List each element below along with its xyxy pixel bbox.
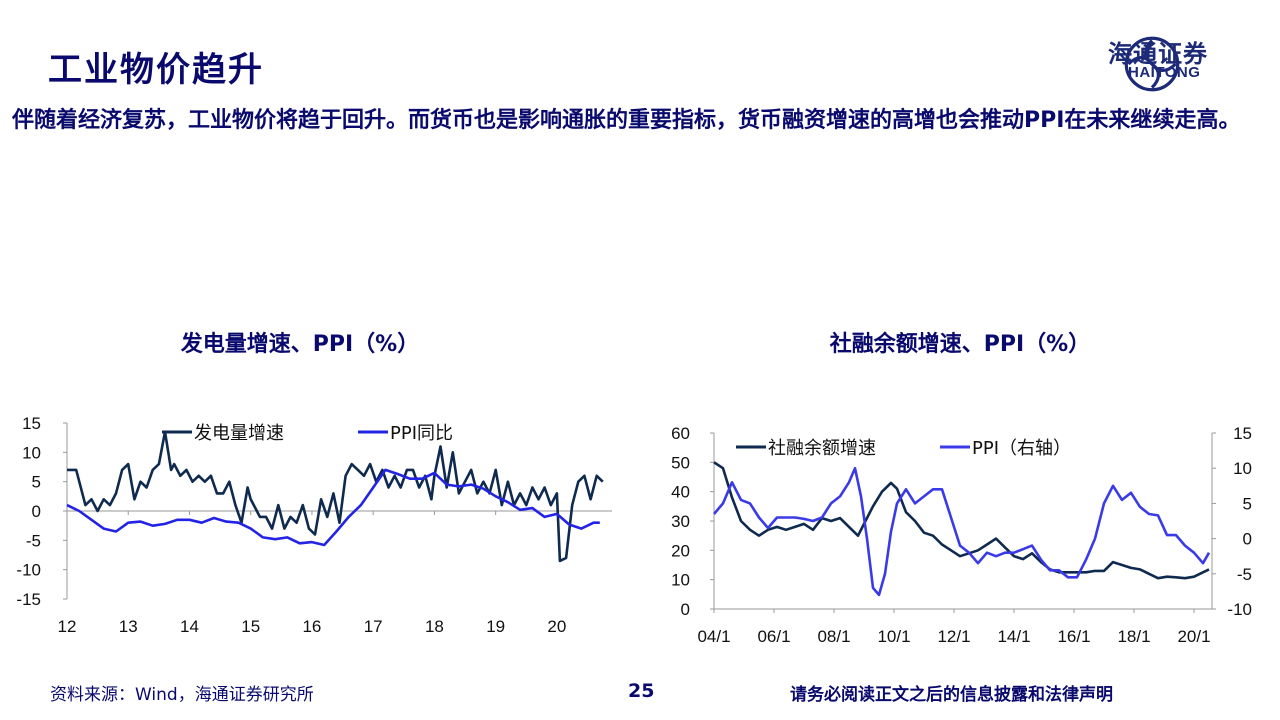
chart1-x-tick-label: 18 — [425, 617, 444, 636]
chart2-x-tick-label: 16/1 — [1057, 627, 1090, 646]
logo-cn: 海通证券 — [1108, 39, 1208, 68]
chart1-x-tick-label: 20 — [547, 617, 566, 636]
chart2-y2-tick-label: 5 — [1243, 494, 1252, 513]
chart1-series-line-1 — [67, 430, 604, 563]
chart1-legend-label: 发电量增速 — [194, 423, 284, 444]
chart2-y2-tick-label: 10 — [1233, 459, 1252, 478]
chart1-x-tick-label: 13 — [119, 617, 138, 636]
chart1-x-tick-label: 16 — [302, 617, 321, 636]
chart2-x-tick-label: 12/1 — [937, 627, 970, 646]
chart1-x-tick-label: 17 — [364, 617, 383, 636]
chart2-series-line-2 — [713, 466, 1211, 597]
chart2-y2-tick-label: 15 — [1233, 424, 1252, 443]
chart1-x-tick-label: 19 — [486, 617, 505, 636]
intro-text: 伴随着经济复苏，工业物价将趋于回升。而货币也是影响通胀的重要指标，货币融资增速的… — [12, 108, 1241, 133]
disclaimer-link[interactable]: 请务必阅读正文之后的信息披露和法律声明 — [790, 685, 1113, 705]
chart2-x-tick-label: 18/1 — [1117, 627, 1150, 646]
chart1-y-tick-label: -15 — [16, 590, 41, 609]
chart1-x-tick-label: 12 — [58, 617, 77, 636]
chart1-y-tick-label: -10 — [16, 561, 41, 580]
chart2-y-tick-label: 60 — [671, 424, 690, 443]
chart2-y-tick-label: 30 — [671, 512, 690, 531]
chart1-y-tick-label: 10 — [22, 443, 41, 462]
chart2-x-tick-label: 20/1 — [1177, 627, 1210, 646]
chart2-y-tick-label: 0 — [681, 600, 690, 619]
chart2-x-tick-label: 14/1 — [997, 627, 1030, 646]
chart2-y2-tick-label: -5 — [1237, 565, 1252, 584]
chart2-y2-tick-label: 0 — [1243, 530, 1252, 549]
chart2-legend-label: 社融余额增速 — [768, 438, 876, 459]
chart2-y-tick-label: 40 — [671, 483, 690, 502]
page-title: 工业物价趋升 — [48, 50, 264, 90]
chart1-series-line-2 — [66, 468, 600, 547]
chart2-series-line-1 — [713, 461, 1210, 580]
chart2-x-tick-label: 10/1 — [877, 627, 910, 646]
chart1-title: 发电量增速、PPI（%） — [180, 332, 420, 357]
chart2-title: 社融余额增速、PPI（%） — [829, 332, 1091, 357]
chart1-x-tick-label: 14 — [180, 617, 199, 636]
chart2-x-tick-label: 04/1 — [697, 627, 730, 646]
chart2-y-tick-label: 50 — [671, 453, 690, 472]
haitong-logo-icon — [1124, 36, 1180, 92]
chart1-legend-label: PPI同比 — [390, 423, 453, 444]
chart2-y-tick-label: 20 — [671, 541, 690, 560]
chart1-y-tick-label: -5 — [26, 531, 41, 550]
chart1-x-tick-label: 15 — [241, 617, 260, 636]
chart2-legend-label: PPI（右轴） — [972, 438, 1071, 459]
chart1-y-tick-label: 0 — [32, 502, 41, 521]
chart2-x-tick-label: 06/1 — [757, 627, 790, 646]
chart1-y-tick-label: 15 — [22, 414, 41, 433]
logo-en: HAITONG — [1128, 64, 1201, 81]
chart2-y-tick-label: 10 — [671, 571, 690, 590]
page-number: 25 — [628, 680, 655, 702]
source-note: 资料来源：Wind，海通证券研究所 — [50, 685, 314, 705]
chart1-y-tick-label: 5 — [32, 473, 41, 492]
chart2-x-tick-label: 08/1 — [817, 627, 850, 646]
chart2-y2-tick-label: -10 — [1227, 600, 1252, 619]
